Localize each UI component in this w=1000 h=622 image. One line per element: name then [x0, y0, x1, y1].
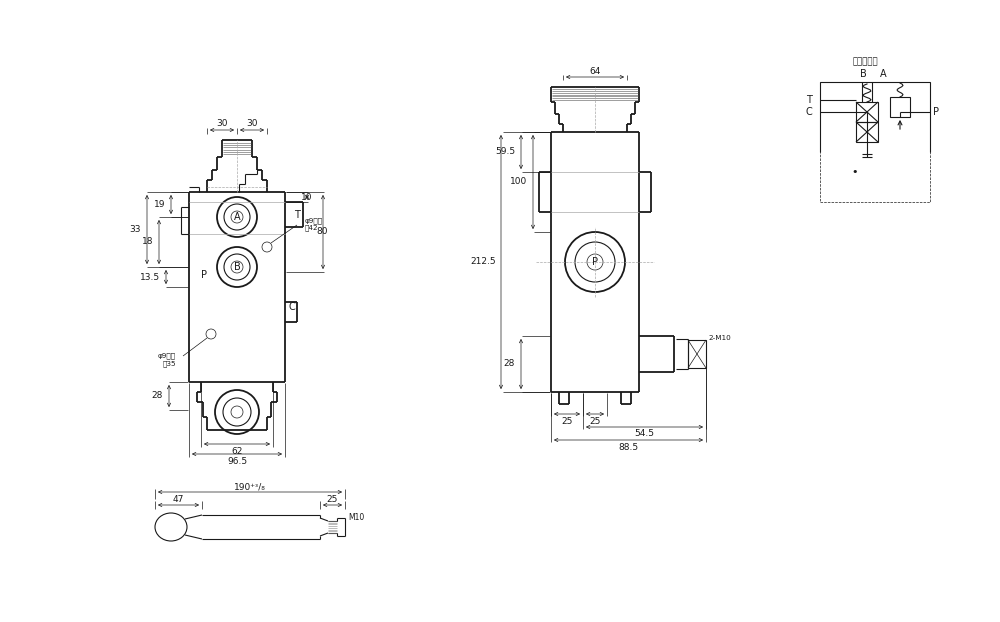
- Bar: [820, 82, 930, 202]
- Text: T: T: [294, 210, 300, 220]
- Text: P: P: [201, 270, 207, 280]
- Text: 25: 25: [589, 417, 601, 425]
- Bar: [890, 97, 910, 117]
- Text: 深35: 深35: [162, 361, 176, 368]
- Text: C: C: [805, 107, 812, 117]
- Text: 18: 18: [142, 238, 153, 246]
- Text: 212.5: 212.5: [470, 258, 496, 266]
- Text: A: A: [234, 212, 240, 222]
- Bar: [856, 102, 878, 122]
- Text: M10: M10: [348, 513, 364, 521]
- Text: 25: 25: [561, 417, 573, 425]
- Text: 88.5: 88.5: [618, 442, 639, 452]
- Text: 13.5: 13.5: [140, 272, 160, 282]
- Text: 28: 28: [504, 360, 515, 368]
- Text: 54.5: 54.5: [635, 430, 654, 439]
- Text: T: T: [806, 95, 812, 105]
- Text: 30: 30: [246, 119, 258, 129]
- Text: 190⁺ᶟ/₈: 190⁺ᶟ/₈: [234, 483, 266, 491]
- Text: 59.5: 59.5: [495, 147, 515, 157]
- Ellipse shape: [155, 513, 187, 541]
- Text: 100: 100: [510, 177, 527, 187]
- Text: 47: 47: [173, 496, 184, 504]
- Text: A: A: [880, 69, 886, 79]
- Text: φ9通孔: φ9通孔: [158, 353, 176, 360]
- Text: B: B: [860, 69, 866, 79]
- Text: B: B: [234, 262, 240, 272]
- Text: 62: 62: [231, 447, 243, 457]
- Text: 2-M10: 2-M10: [708, 335, 731, 341]
- Text: 30: 30: [216, 119, 228, 129]
- Text: 10: 10: [300, 192, 312, 202]
- Text: 33: 33: [130, 225, 141, 234]
- Text: 80: 80: [316, 228, 328, 236]
- Text: 19: 19: [154, 200, 165, 209]
- Text: 28: 28: [152, 391, 163, 401]
- Text: 深42: 深42: [305, 225, 319, 231]
- Text: 25: 25: [327, 496, 338, 504]
- Bar: [688, 340, 706, 368]
- Text: 64: 64: [589, 67, 601, 75]
- Text: 液压原理图: 液压原理图: [852, 57, 878, 67]
- Text: 96.5: 96.5: [227, 458, 247, 466]
- Bar: [856, 122, 878, 142]
- Text: P: P: [592, 257, 598, 267]
- Text: •: •: [852, 167, 858, 177]
- Text: φ9通孔: φ9通孔: [305, 218, 323, 225]
- Text: P: P: [933, 107, 939, 117]
- Text: C: C: [289, 302, 295, 312]
